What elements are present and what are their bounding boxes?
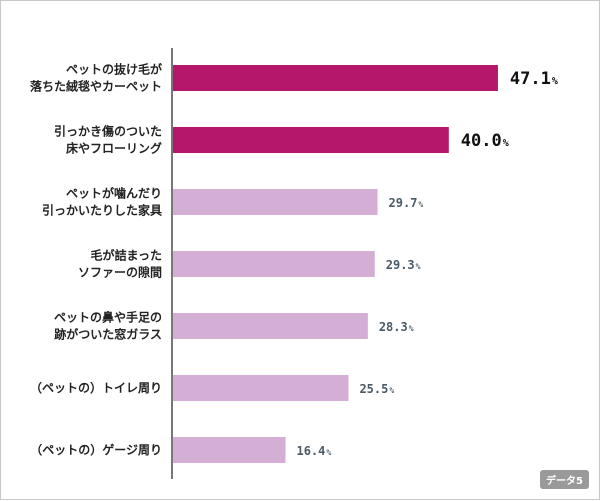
bar-5 <box>172 313 368 339</box>
bar-3 <box>172 189 378 215</box>
category-label: ペットが噛んだり <box>66 186 162 201</box>
value-label: 47.1% <box>510 69 558 89</box>
category-label: ペットの抜け毛が <box>66 62 162 77</box>
value-label: 16.4% <box>296 444 331 458</box>
category-label: ペットの鼻や手足の <box>54 310 162 325</box>
value-label: 40.0% <box>461 131 509 151</box>
value-label: 29.3% <box>386 258 421 272</box>
category-label: 毛が詰まった <box>90 248 162 263</box>
value-label: 25.5% <box>359 382 394 396</box>
bar-2 <box>172 127 449 153</box>
category-label: 引っかき傷のついた <box>54 124 162 139</box>
category-label: 引っかいたりした家具 <box>42 203 162 218</box>
bar-1 <box>172 65 498 91</box>
category-label: （ペットの）トイレ周り <box>30 380 162 395</box>
value-label: 29.7% <box>389 196 424 210</box>
bar-7 <box>172 437 286 463</box>
data-badge: データ5 <box>540 470 589 489</box>
bar-4 <box>172 251 375 277</box>
bar-6 <box>172 375 349 401</box>
category-label: 落ちた絨毯やカーペット <box>30 79 162 94</box>
category-label: （ペットの）ゲージ周り <box>30 442 162 457</box>
category-label: 床やフローリング <box>66 141 162 156</box>
category-label: ソファーの隙間 <box>78 266 162 280</box>
value-label: 28.3% <box>379 320 414 334</box>
category-label: 跡がついた窓ガラス <box>54 327 162 342</box>
